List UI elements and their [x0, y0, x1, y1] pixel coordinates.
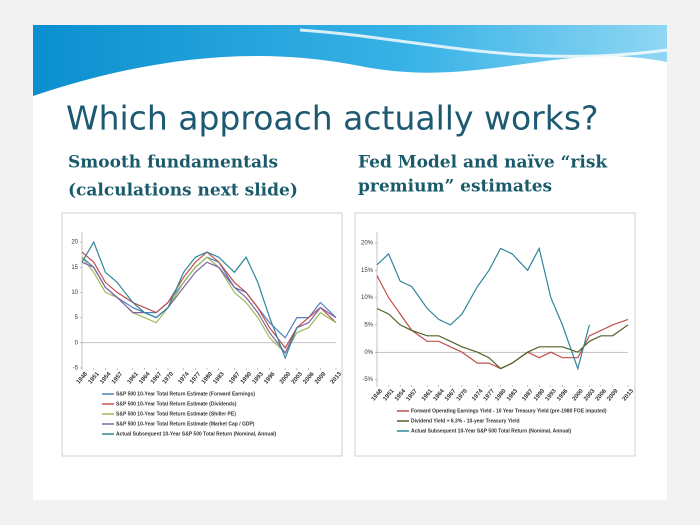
legend-label: S&P 500 10-Year Total Return Estimate (F…	[116, 391, 255, 397]
subtitle: (calculations next slide)	[68, 181, 298, 201]
series-line	[81, 240, 298, 360]
legend-label: S&P 500 10-Year Total Return Estimate (S…	[116, 411, 236, 417]
legend-label: Forward Operating Earnings Yield - 10 Ye…	[411, 408, 607, 414]
series-line	[376, 246, 590, 371]
legend-label: S&P 500 10-Year Total Return Estimate (M…	[116, 421, 255, 427]
y-tick-label: 0%	[364, 350, 373, 356]
y-tick-label: 5	[75, 315, 79, 321]
chart-frame	[61, 212, 343, 457]
y-tick-label: -5%	[362, 377, 373, 383]
subtitle: Smooth fundamentals	[68, 153, 278, 173]
subtitle: premium” estimates	[358, 177, 552, 197]
legend-label: S&P 500 10-Year Total Return Estimate (D…	[116, 401, 237, 407]
chart-frame	[354, 212, 636, 457]
subtitle: Fed Model and naïve “risk	[358, 153, 608, 173]
legend-label: Actual Subsequent 10-Year S&P 500 Total …	[411, 428, 572, 434]
legend-label: Dividend Yield + 6.3% - 10-year Treasury…	[411, 418, 520, 424]
slide-title: Which approach actually works?	[66, 99, 599, 138]
y-tick-label: 15%	[361, 268, 374, 274]
y-tick-label: 20	[71, 240, 78, 246]
y-tick-label: 5%	[364, 322, 373, 328]
y-tick-label: 10	[71, 290, 78, 296]
y-tick-label: 10%	[361, 295, 374, 301]
series-line	[81, 261, 337, 355]
y-tick-label: -5	[73, 366, 79, 372]
y-tick-label: 0	[75, 340, 79, 346]
y-tick-label: 20%	[361, 241, 374, 247]
y-tick-label: 15	[71, 265, 78, 271]
series-line	[376, 307, 629, 370]
banner-highlight	[299, 28, 668, 58]
legend-label: Actual Subsequent 10-Year S&P 500 Total …	[116, 431, 277, 437]
banner-wave	[33, 25, 667, 96]
